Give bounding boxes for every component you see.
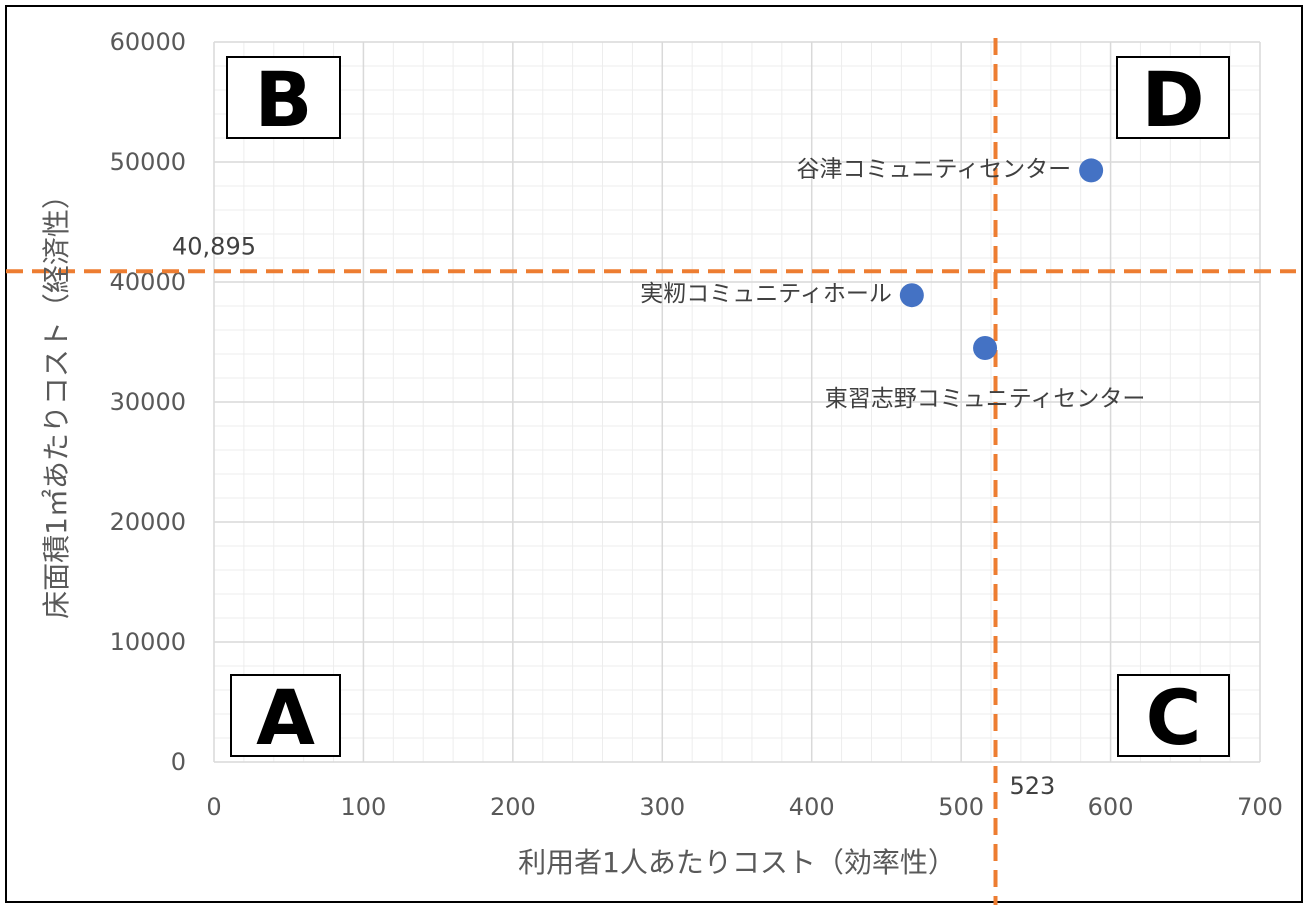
quadrant-box-C [1117, 674, 1230, 757]
x-axis-title: 利用者1人あたりコスト（効率性） [518, 846, 956, 879]
quadrant-label-B: B [255, 55, 313, 144]
x-reference-label: 523 [1010, 772, 1056, 800]
quadrant-label-C: C [1146, 673, 1202, 762]
y-axis-title: 床面積1㎡あたりコスト（経済性） [40, 181, 73, 619]
x-tick-label: 400 [789, 793, 835, 821]
y-tick-label: 20000 [110, 508, 186, 536]
data-point [1079, 158, 1104, 183]
x-tick-label: 100 [341, 793, 387, 821]
major-grid [213, 41, 1261, 763]
y-reference-label: 40,895 [172, 232, 256, 260]
x-tick-label: 600 [1088, 793, 1134, 821]
quadrant-box-A [230, 674, 341, 757]
tick-labels: 0 100 200 300 400 500 600 700 0 10000 20000 30000 40… [110, 28, 1283, 821]
data-point [899, 283, 924, 308]
quadrant-label-D: D [1141, 55, 1204, 144]
data-point-label: 実籾コミュニティホール [640, 281, 892, 307]
x-tick-label: 300 [639, 793, 685, 821]
quadrant-labels: B D A C [226, 55, 1230, 762]
data-point-label: 東習志野コミュニティセンター [825, 386, 1146, 412]
quadrant-box-B [226, 56, 341, 139]
x-tick-label: 500 [938, 793, 984, 821]
x-tick-label: 700 [1237, 793, 1283, 821]
reference-lines: 523 40,895 [6, 38, 1296, 905]
y-tick-label: 60000 [110, 28, 186, 56]
y-tick-label: 30000 [110, 388, 186, 416]
quadrant-label-A: A [256, 673, 315, 762]
quadrant-box-D [1116, 56, 1230, 139]
x-tick-label: 200 [490, 793, 536, 821]
y-tick-label: 10000 [110, 628, 186, 656]
data-point [973, 336, 998, 360]
y-tick-label: 0 [171, 748, 186, 776]
chart-frame [5, 5, 1303, 903]
y-tick-label: 50000 [110, 148, 186, 176]
data-point-label: 谷津コミュニティセンター [797, 156, 1072, 182]
x-tick-label: 0 [206, 793, 221, 821]
